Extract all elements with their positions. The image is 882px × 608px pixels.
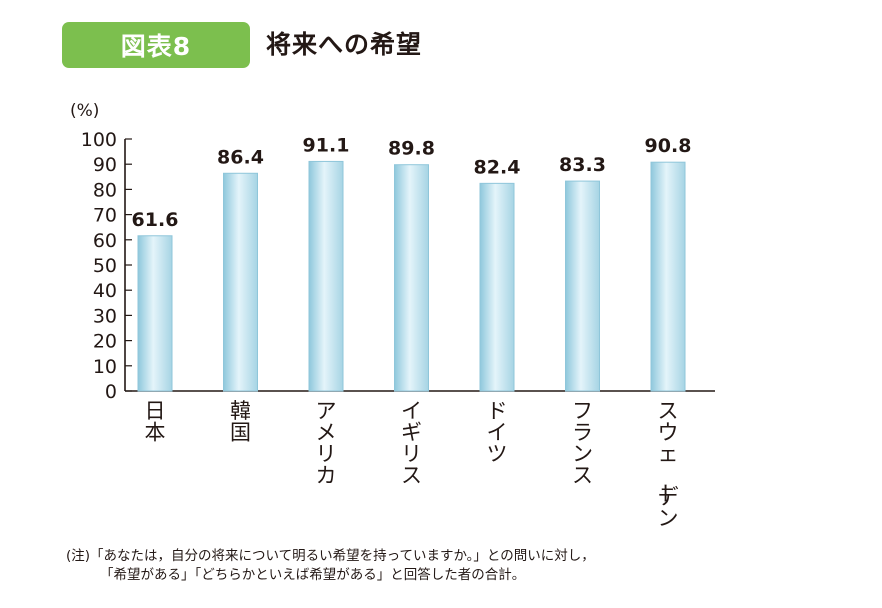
bar-2 bbox=[223, 172, 258, 392]
x-category-label: イギリス bbox=[401, 399, 422, 488]
value-label: 61.6 bbox=[132, 209, 179, 231]
footnote-line-1: (注)「あなたは，自分の将来について明るい希望を持っていますか。」との問いに対し… bbox=[66, 548, 595, 564]
bar-6 bbox=[565, 180, 600, 392]
value-label: 89.8 bbox=[388, 138, 435, 160]
footnote-line-2: 「希望がある」「どちらかといえば希望がある」と回答した者の合計。 bbox=[100, 567, 526, 583]
x-category-label: スウェーデン bbox=[653, 399, 679, 531]
y-tick-label: 50 bbox=[93, 255, 117, 277]
value-label: 90.8 bbox=[645, 135, 692, 157]
bars bbox=[137, 160, 686, 392]
x-category-label: ドイツ bbox=[487, 399, 508, 466]
y-axis-unit-label: (%) bbox=[70, 101, 99, 121]
x-category-label: 日本 bbox=[145, 399, 166, 445]
y-tick-label: 70 bbox=[93, 205, 117, 227]
figure-number: 図表8 bbox=[120, 32, 192, 61]
y-tick-label: 40 bbox=[93, 280, 117, 302]
figure-number-badge: 図表8 bbox=[62, 22, 250, 68]
bar-1 bbox=[137, 235, 173, 392]
x-axis-labels: 日本 韓国 アメリカ イギリス ドイツ フランス スウェーデン bbox=[145, 399, 679, 531]
bar-4 bbox=[394, 164, 429, 392]
x-category-label: フランス bbox=[572, 399, 593, 488]
bar-5 bbox=[479, 182, 515, 392]
chart-title: 将来への希望 bbox=[266, 30, 423, 59]
y-tick-label: 80 bbox=[93, 179, 117, 201]
value-labels: 61.6 86.4 91.1 89.8 82.4 83.3 90.8 bbox=[132, 134, 692, 230]
value-label: 86.4 bbox=[217, 146, 264, 168]
y-tick-label: 0 bbox=[105, 381, 117, 403]
y-tick-label: 60 bbox=[93, 230, 117, 252]
y-axis-ticks: 0 10 20 30 40 50 60 70 80 90 100 bbox=[81, 129, 132, 403]
bar-7 bbox=[650, 161, 686, 392]
y-tick-label: 10 bbox=[93, 356, 117, 378]
y-tick-label: 30 bbox=[93, 305, 117, 327]
y-tick-label: 100 bbox=[81, 129, 117, 151]
value-label: 83.3 bbox=[559, 154, 606, 176]
y-tick-label: 20 bbox=[93, 331, 117, 353]
bar-3 bbox=[308, 160, 344, 392]
x-category-label: アメリカ bbox=[316, 399, 337, 488]
bar-chart: (%) 0 10 20 30 40 50 60 70 80 90 100 61.6 86.4 91.1 8… bbox=[70, 101, 715, 531]
value-label: 91.1 bbox=[303, 134, 350, 156]
y-tick-label: 90 bbox=[93, 154, 117, 176]
value-label: 82.4 bbox=[474, 156, 521, 178]
x-category-label: 韓国 bbox=[230, 399, 251, 445]
